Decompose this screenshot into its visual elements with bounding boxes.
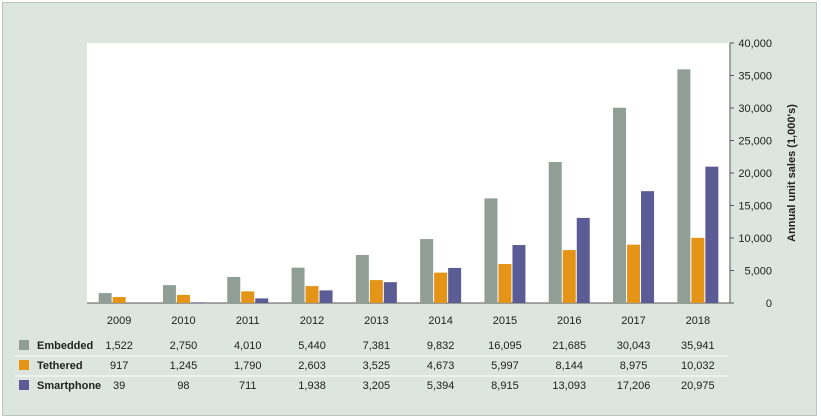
data-label: 1,938 [298, 380, 326, 392]
bar-smartphone-2015 [512, 245, 526, 303]
bar-smartphone-2018 [705, 166, 719, 303]
legend-swatch-tethered [19, 360, 29, 370]
data-label: 5,997 [491, 360, 519, 372]
bar-tethered-2016 [562, 250, 576, 303]
chart-frame: 0 5,000 10,000 15,000 20,000 25,000 30,000 35,0… [2, 2, 817, 416]
bar-tethered-2012 [305, 286, 319, 303]
x-tick-label: 2014 [428, 315, 452, 327]
data-label: 9,832 [427, 340, 455, 352]
bar-smartphone-2016 [576, 217, 590, 303]
data-label: 5,394 [427, 380, 455, 392]
data-label: 917 [110, 360, 128, 372]
y-tick-label: 20,000 [738, 168, 772, 180]
bar-tethered-2010 [176, 294, 190, 303]
bar-embedded-2010 [162, 285, 176, 303]
data-label: 1,522 [105, 340, 133, 352]
y-tick-label: 25,000 [738, 136, 772, 148]
bar-embedded-2013 [355, 255, 369, 303]
x-tick-label: 2016 [557, 315, 581, 327]
bar-smartphone-2014 [448, 267, 462, 303]
y-tick-label: 5,000 [744, 266, 772, 278]
y-axis-title: Annual unit sales (1,000's) [786, 104, 798, 242]
x-tick-label: 2010 [171, 315, 195, 327]
data-label: 8,975 [620, 360, 648, 372]
data-label: 3,205 [363, 380, 391, 392]
y-tick-label: 40,000 [738, 38, 772, 50]
data-label: 2,603 [298, 360, 326, 372]
x-tick-label: 2009 [107, 315, 131, 327]
data-label: 8,144 [555, 360, 583, 372]
bar-smartphone-2012 [319, 290, 333, 303]
legend-label-smartphone: Smartphone [37, 380, 101, 392]
bar-tethered-2009 [112, 297, 126, 303]
data-label: 8,915 [491, 380, 519, 392]
bar-tethered-2015 [498, 264, 512, 303]
bar-tethered-2018 [691, 237, 705, 303]
bar-embedded-2016 [548, 162, 562, 303]
bar-embedded-2012 [291, 267, 305, 303]
bar-smartphone-2013 [383, 282, 397, 303]
data-label: 17,206 [617, 380, 651, 392]
bar-tethered-2011 [241, 291, 255, 303]
bar-embedded-2018 [677, 69, 691, 303]
bar-embedded-2017 [613, 107, 627, 304]
chart: 0 5,000 10,000 15,000 20,000 25,000 30,000 35,0… [15, 38, 798, 392]
x-tick-label: 2011 [236, 315, 260, 327]
data-label: 1,245 [170, 360, 198, 372]
data-label: 39 [113, 380, 125, 392]
bar-smartphone-2017 [641, 191, 655, 303]
data-label: 711 [239, 380, 257, 392]
data-label: 10,032 [681, 360, 715, 372]
y-tick-label: 0 [766, 298, 772, 310]
data-label: 5,440 [298, 340, 326, 352]
data-label: 4,673 [427, 360, 455, 372]
data-label: 35,941 [681, 340, 715, 352]
y-tick-label: 10,000 [738, 233, 772, 245]
bar-embedded-2015 [484, 198, 498, 303]
bar-tethered-2017 [627, 244, 641, 303]
data-label: 21,685 [552, 340, 586, 352]
data-label: 13,093 [552, 380, 586, 392]
bar-embedded-2009 [98, 293, 112, 303]
bar-tethered-2014 [434, 272, 448, 303]
data-label: 4,010 [234, 340, 262, 352]
legend-swatch-smartphone [19, 380, 29, 390]
legend-label-tethered: Tethered [37, 360, 83, 372]
bar-embedded-2014 [420, 239, 434, 303]
y-tick-label: 35,000 [738, 71, 772, 83]
bar-smartphone-2010 [190, 302, 204, 303]
data-label: 20,975 [681, 380, 715, 392]
data-label: 16,095 [488, 340, 522, 352]
bar-tethered-2013 [369, 280, 383, 303]
x-tick-label: 2015 [493, 315, 517, 327]
y-tick-label: 30,000 [738, 103, 772, 115]
x-tick-label: 2013 [364, 315, 388, 327]
legend-swatch-embedded [19, 340, 29, 350]
data-label: 1,790 [234, 360, 262, 372]
y-tick-label: 15,000 [738, 201, 772, 213]
data-label: 7,381 [363, 340, 391, 352]
data-label: 30,043 [617, 340, 651, 352]
bar-smartphone-2011 [255, 298, 269, 303]
data-label: 98 [177, 380, 189, 392]
x-tick-label: 2018 [686, 315, 710, 327]
x-tick-label: 2017 [621, 315, 645, 327]
x-tick-label: 2012 [300, 315, 324, 327]
data-label: 3,525 [363, 360, 391, 372]
bar-embedded-2011 [227, 276, 241, 303]
legend-label-embedded: Embedded [37, 340, 93, 352]
data-label: 2,750 [170, 340, 198, 352]
